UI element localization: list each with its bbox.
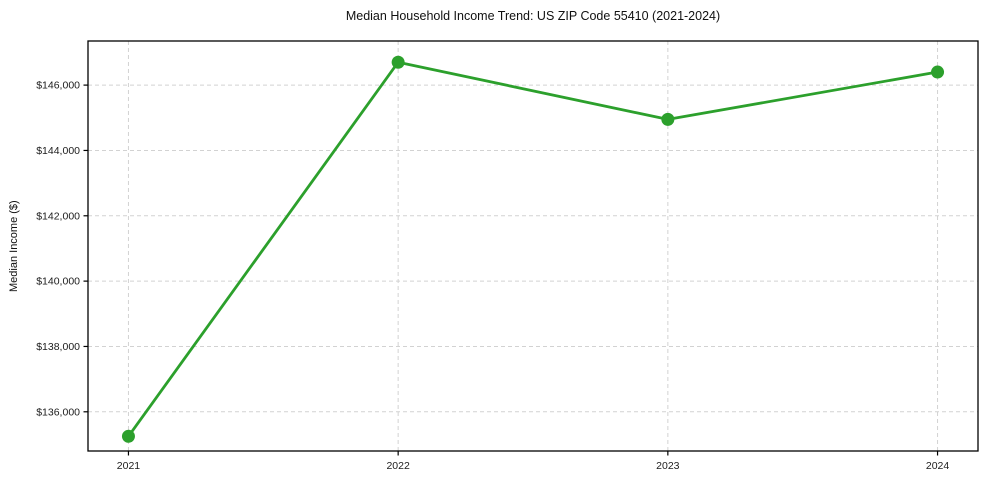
x-tick-label: 2021 [117, 460, 141, 472]
data-point-2023 [661, 112, 675, 126]
y-tick-label: $140,000 [36, 276, 80, 288]
x-tick-label: 2023 [656, 460, 680, 472]
x-tick-label: 2022 [386, 460, 410, 472]
chart-title: Median Household Income Trend: US ZIP Co… [345, 9, 721, 23]
y-tick-label: $144,000 [36, 145, 80, 157]
x-tick-label: 2024 [926, 460, 950, 472]
data-point-2021 [121, 429, 135, 443]
y-tick-label: $138,000 [36, 341, 80, 353]
plot-border [87, 40, 979, 452]
y-tick-label: $142,000 [36, 210, 80, 222]
data-point-2022 [391, 55, 405, 69]
trend-line [127, 60, 939, 438]
y-tick-label: $136,000 [36, 406, 80, 418]
y-tick-label: $146,000 [36, 80, 80, 92]
data-point-2024 [931, 65, 945, 79]
